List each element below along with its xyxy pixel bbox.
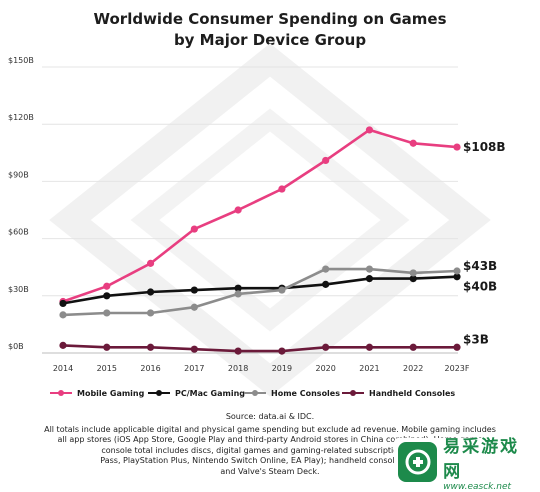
x-tick-label: 2021	[359, 364, 379, 373]
footnote-line: all app stores (iOS App Store, Google Pl…	[57, 435, 483, 444]
data-point-pc-mac-gaming	[453, 273, 461, 281]
data-point-home-consoles	[190, 303, 198, 311]
x-tick-label: 2020	[315, 364, 335, 373]
legend-item: Mobile Gaming	[50, 386, 144, 400]
data-point-handheld-consoles	[409, 343, 417, 351]
line-chart: $0B$30B$60B$90B$120B$150B 2014 2015 2016 20…	[8, 43, 506, 397]
y-tick-label: $90B	[8, 170, 29, 179]
legend-swatch	[148, 389, 170, 397]
series-layer	[59, 126, 461, 355]
data-point-home-consoles	[234, 290, 242, 298]
legend-label: Mobile Gaming	[77, 388, 145, 398]
data-point-pc-mac-gaming	[322, 280, 330, 288]
y-tick-label: $30B	[8, 285, 29, 294]
legend-swatch	[244, 389, 266, 397]
x-tick-label: 2022	[403, 364, 423, 373]
footnote-line: console total includes discs, digital ga…	[101, 445, 439, 455]
y-tick-label: $150B	[8, 56, 34, 65]
data-point-mobile-gaming	[322, 156, 330, 165]
data-point-pc-mac-gaming	[146, 288, 155, 296]
legend-item: Handheld Consoles	[342, 386, 455, 400]
data-point-home-consoles	[409, 269, 417, 277]
data-point-home-consoles	[59, 311, 67, 319]
data-point-mobile-gaming	[453, 143, 461, 151]
x-tick-label: 2017	[184, 364, 204, 373]
data-point-home-consoles	[453, 267, 461, 275]
x-tick-label: 2015	[97, 364, 117, 373]
chart-subtitle: by Major Device Group	[173, 31, 367, 49]
background-diamond-watermark	[49, 43, 491, 397]
chart-title: Worldwide Consumer Spending on Games	[93, 10, 447, 28]
series-line-pc-mac-gaming	[62, 275, 458, 305]
end-label: $108B	[463, 140, 506, 154]
data-point-pc-mac-gaming	[190, 286, 198, 294]
series-line-handheld-consoles	[62, 344, 457, 353]
watermark-diamond-outer	[49, 43, 491, 397]
data-point-pc-mac-gaming	[234, 284, 242, 292]
easck-logo-icon	[398, 442, 438, 482]
legend-swatch	[50, 389, 72, 397]
data-point-handheld-consoles	[322, 343, 330, 351]
y-tick-label: $120B	[8, 113, 34, 122]
data-point-home-consoles	[146, 309, 155, 317]
data-point-mobile-gaming	[190, 225, 198, 233]
data-point-handheld-consoles	[234, 347, 242, 355]
watermark-url: www.easck.net	[443, 482, 512, 492]
data-point-mobile-gaming	[365, 126, 374, 134]
x-tick-label: 2016	[140, 364, 160, 373]
data-point-handheld-consoles	[146, 343, 155, 351]
end-label: $40B	[463, 280, 497, 294]
source-note: Source: data.ai & IDC.	[225, 412, 315, 421]
x-tick-label: 2019	[272, 364, 292, 373]
end-label: $3B	[463, 332, 489, 346]
data-point-mobile-gaming	[103, 282, 111, 290]
legend-label: Home Consoles	[271, 388, 340, 398]
series-line-home-consoles	[62, 267, 458, 317]
x-axis-ticks: 2014 2015 2016 2017 2018 2019 2020 2021 2022 2023…	[53, 364, 470, 373]
data-point-mobile-gaming	[234, 206, 242, 214]
data-point-home-consoles	[278, 286, 286, 294]
legend-item: Home Consoles	[244, 386, 340, 400]
data-point-pc-mac-gaming	[409, 275, 417, 283]
y-tick-label: $60B	[8, 228, 29, 237]
x-tick-label: 2018	[228, 364, 248, 373]
footnote-line: and Valve's Steam Deck.	[220, 466, 320, 476]
data-point-handheld-consoles	[453, 343, 461, 351]
series-line-mobile-gaming	[62, 128, 458, 303]
legend-label: Handheld Consoles	[369, 388, 456, 398]
data-point-handheld-consoles	[278, 347, 286, 355]
footnote: Source: data.ai & IDC. All totals includ…	[28, 412, 512, 477]
legend: Mobile Gaming PC/Mac Gaming Home Consoles H…	[50, 386, 510, 400]
x-tick-label: 2023F	[445, 364, 470, 373]
y-axis-ticks: $0B $30B $60B $90B $120B $150B	[8, 56, 34, 351]
data-point-pc-mac-gaming	[365, 275, 374, 283]
data-point-mobile-gaming	[146, 259, 155, 267]
data-point-handheld-consoles	[365, 343, 374, 351]
data-point-handheld-consoles	[59, 341, 67, 349]
legend-label: PC/Mac Gaming	[175, 388, 246, 398]
legend-item: PC/Mac Gaming	[148, 386, 245, 400]
watermark-name: 易采游戏网	[443, 437, 520, 482]
data-point-home-consoles	[322, 265, 330, 273]
data-point-mobile-gaming	[278, 185, 286, 193]
site-watermark-logo: 易采游戏网 www.easck.net	[394, 437, 536, 492]
end-label: $43B	[463, 259, 497, 273]
footnote-line: All totals include applicable digital an…	[44, 424, 496, 434]
data-point-home-consoles	[365, 265, 374, 273]
watermark-diamond-inner	[130, 108, 410, 332]
data-point-pc-mac-gaming	[103, 292, 111, 300]
y-tick-label: $0B	[8, 342, 24, 351]
data-point-handheld-consoles	[103, 343, 111, 351]
x-tick-label: 2014	[53, 364, 73, 373]
data-point-home-consoles	[103, 309, 111, 317]
end-labels: $108B $40B $43B $3B	[463, 140, 506, 346]
data-point-mobile-gaming	[409, 139, 417, 147]
data-point-pc-mac-gaming	[59, 299, 67, 308]
legend-swatch	[342, 389, 364, 397]
data-point-handheld-consoles	[190, 345, 198, 353]
footnote-line: Pass, PlayStation Plus, Nintendo Switch …	[100, 456, 440, 465]
